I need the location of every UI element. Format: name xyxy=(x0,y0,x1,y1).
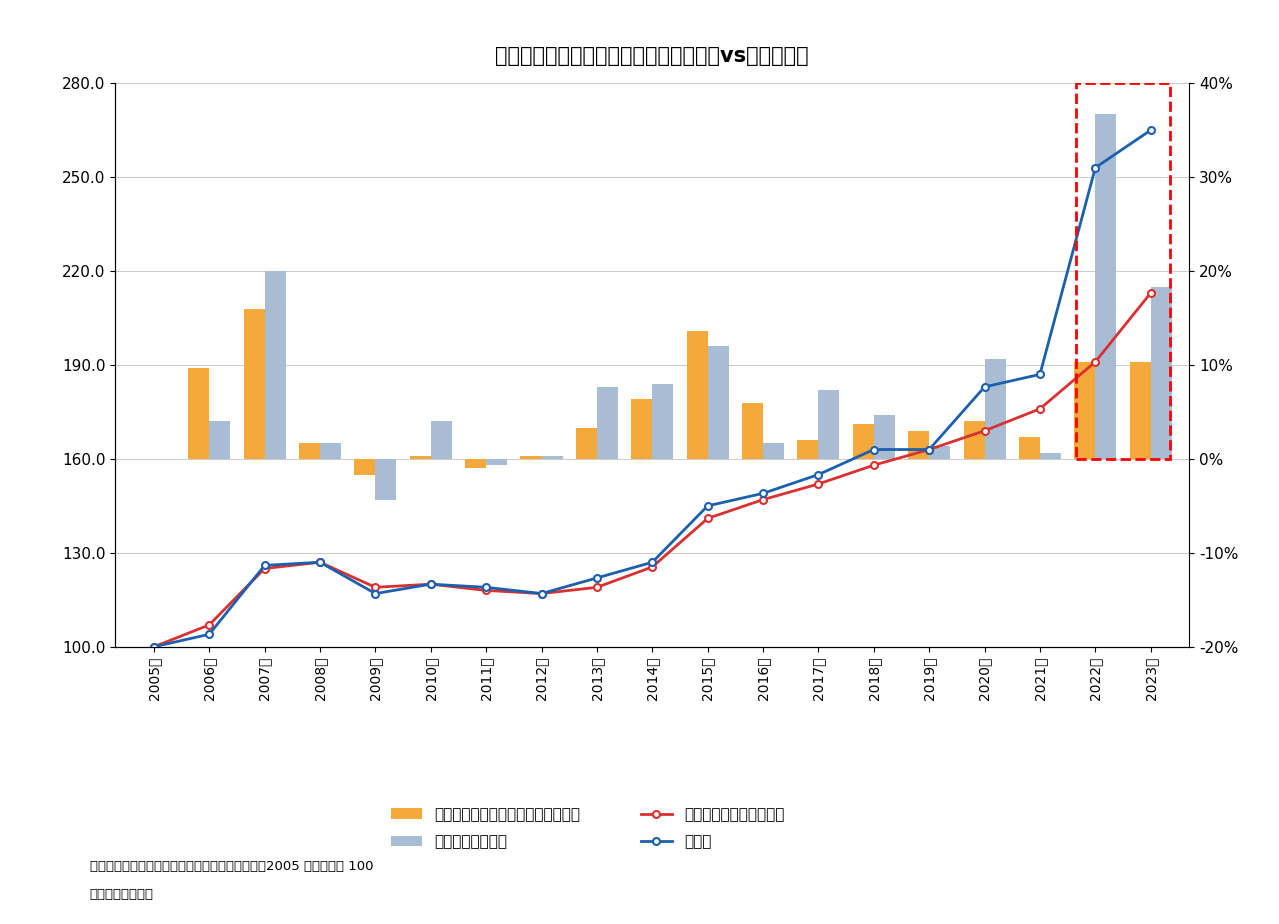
㎡単価 xyxy=(533,588,549,599)
新築マンション価格指数 xyxy=(645,562,660,573)
㎡単価 xyxy=(202,628,217,639)
Bar xyxy=(521,456,541,459)
新築マンション価格指数 xyxy=(700,513,715,524)
㎡単価 xyxy=(312,556,327,567)
新築マンション価格指数 xyxy=(811,479,826,490)
Bar xyxy=(1077,83,1169,459)
新築マンション価格指数 xyxy=(756,494,771,505)
㎡単価 xyxy=(1087,162,1102,173)
新築マンション価格指数 xyxy=(478,585,494,596)
Bar xyxy=(541,456,563,459)
新築マンション価格指数 xyxy=(202,619,217,630)
新築マンション価格指数 xyxy=(146,641,161,652)
新築マンション価格指数 xyxy=(590,582,605,593)
Bar xyxy=(632,399,652,459)
Bar xyxy=(243,309,265,459)
㎡単価 xyxy=(423,578,439,590)
新築マンション価格指数 xyxy=(1032,403,1048,414)
㎡単価 xyxy=(700,501,715,512)
Bar xyxy=(742,403,764,459)
Bar xyxy=(1074,362,1095,459)
Bar xyxy=(265,271,285,459)
新築マンション価格指数 xyxy=(921,444,936,456)
Line: 新築マンション価格指数: 新築マンション価格指数 xyxy=(151,289,1154,650)
Bar xyxy=(299,444,320,459)
Bar xyxy=(963,421,985,459)
㎡単価 xyxy=(478,582,494,593)
新築マンション価格指数 xyxy=(257,563,272,574)
Bar xyxy=(1040,453,1062,459)
Bar xyxy=(210,421,230,459)
新築マンション価格指数 xyxy=(1087,357,1102,368)
Bar xyxy=(486,459,508,465)
㎡単価 xyxy=(257,560,272,571)
㎡単価 xyxy=(866,444,881,456)
Bar xyxy=(466,459,486,468)
Bar xyxy=(908,431,929,459)
Text: （資料）筆者作成: （資料）筆者作成 xyxy=(90,888,153,901)
新築マンション価格指数 xyxy=(1143,287,1159,298)
新築マンション価格指数 xyxy=(423,578,439,590)
新築マンション価格指数 xyxy=(533,588,549,599)
㎡単価 xyxy=(811,469,826,480)
㎡単価 xyxy=(1143,125,1159,136)
Bar xyxy=(929,446,950,459)
Bar xyxy=(797,440,819,459)
Bar xyxy=(576,428,597,459)
㎡単価 xyxy=(756,488,771,499)
㎡単価 xyxy=(368,588,384,599)
Bar xyxy=(707,346,729,459)
Bar xyxy=(652,383,673,459)
Line: ㎡単価: ㎡単価 xyxy=(151,127,1154,650)
㎡単価 xyxy=(146,641,161,652)
Bar xyxy=(687,331,707,459)
Bar xyxy=(354,459,376,475)
Bar xyxy=(1151,286,1172,459)
新築マンション価格指数 xyxy=(312,556,327,567)
Bar xyxy=(985,359,1005,459)
Bar xyxy=(1095,115,1117,459)
Bar xyxy=(431,421,451,459)
Bar xyxy=(597,387,618,459)
Bar xyxy=(376,459,396,500)
Legend: 新築マンション価格指数（前期比）, ㎡単価（前年比）, 新築マンション価格指数, ㎡単価: 新築マンション価格指数（前期比）, ㎡単価（前年比）, 新築マンション価格指数,… xyxy=(385,801,790,856)
Bar xyxy=(1129,362,1151,459)
Bar xyxy=(853,424,874,459)
㎡単価 xyxy=(645,556,660,567)
新築マンション価格指数 xyxy=(368,582,384,593)
㎡単価 xyxy=(921,444,936,456)
Bar xyxy=(764,444,784,459)
㎡単価 xyxy=(977,382,993,393)
Bar xyxy=(409,456,431,459)
新築マンション価格指数 xyxy=(866,459,881,470)
Bar xyxy=(874,415,895,459)
Title: 図表－４　「新築マンション価格指数」vs「㎡単価」: 図表－４ 「新築マンション価格指数」vs「㎡単価」 xyxy=(495,46,810,67)
Text: （注）「㎡価格」は不動産経済研究所のデータ。2005 年の価格を 100: （注）「㎡価格」は不動産経済研究所のデータ。2005 年の価格を 100 xyxy=(90,860,373,873)
Bar xyxy=(1019,437,1040,459)
Bar xyxy=(320,444,341,459)
新築マンション価格指数 xyxy=(977,425,993,436)
㎡単価 xyxy=(590,572,605,583)
Bar xyxy=(819,390,839,459)
Bar xyxy=(188,368,210,459)
㎡単価 xyxy=(1032,369,1048,380)
